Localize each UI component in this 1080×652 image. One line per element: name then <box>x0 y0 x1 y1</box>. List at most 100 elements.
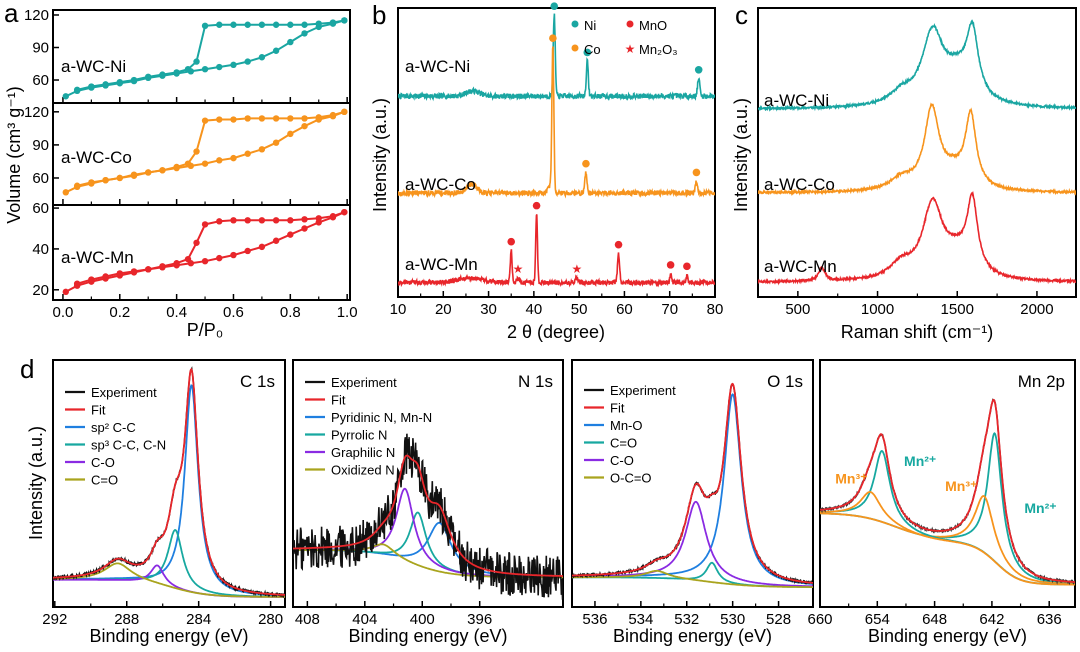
component-curve <box>53 562 285 598</box>
phase-marker-star-icon: ★ <box>513 262 524 276</box>
desorption-data-point <box>184 65 192 73</box>
phase-marker-circle-icon <box>507 237 516 246</box>
panel-d-x-tick-label: 288 <box>114 611 139 628</box>
panel-c-x-tick-label: 1500 <box>941 301 974 318</box>
panel-b: 10 20 30 40 50 60 70 80 a-WC-Ni a-WC-Co a-WC-Mn ★ ★ N… <box>390 2 723 318</box>
sample-label: a-WC-Co <box>405 175 476 194</box>
trace-a-WC-Co <box>398 46 715 199</box>
desorption-data-point <box>341 208 348 216</box>
x-axis-label: Binding energy (eV) <box>613 626 772 646</box>
phase-marker-circle-icon <box>683 262 691 271</box>
fit-curve <box>572 382 813 584</box>
desorption-data-point <box>329 19 337 26</box>
adsorption-data-point <box>272 237 280 244</box>
legend-label: Experiment <box>610 383 676 398</box>
desorption-data-point <box>173 260 180 267</box>
panel-b-x-tick-label: 70 <box>661 301 678 318</box>
phase-marker-circle-icon <box>666 261 675 269</box>
panel-a-x-axis-label: P/P₀ <box>187 320 223 340</box>
panel-a-y-tick-label: 60 <box>32 72 49 89</box>
desorption-data-point <box>88 179 95 186</box>
adsorption-data-point <box>230 154 237 162</box>
spectrum-title: N 1s <box>518 372 553 391</box>
panel-b-x-tick-label: 40 <box>526 301 543 318</box>
isotherm-a-WC-Ni <box>62 17 348 100</box>
component-curve <box>820 491 1075 586</box>
desorption-data-point <box>88 276 95 283</box>
legend-label: Ni <box>584 18 596 33</box>
x-axis-label: Binding energy (eV) <box>89 626 248 646</box>
panel-a-subplot: 60 90 120 a-WC-Ni <box>24 7 351 104</box>
panel-label-c: c <box>735 0 748 30</box>
spectrum-curves <box>820 398 1075 586</box>
adsorption-data-point <box>301 225 308 232</box>
desorption-data-point <box>116 270 123 277</box>
desorption-data-point <box>102 176 109 184</box>
panel-a-subplot: 0.0 0.2 0.4 0.6 0.8 1.0 20 40 60 a-WC-Mn <box>32 200 357 321</box>
desorption-data-point <box>159 71 166 78</box>
panel-b-y-axis-label: Intensity (a.u.) <box>370 98 390 212</box>
x-axis-label: Binding energy (eV) <box>348 626 507 646</box>
legend-label: C=O <box>610 436 637 451</box>
fit-curve <box>293 454 563 577</box>
adsorption-data-point <box>244 58 251 65</box>
adsorption-data-point <box>244 247 251 255</box>
adsorption-data-point <box>272 47 280 54</box>
adsorption-data-point <box>230 251 237 259</box>
desorption-data-point <box>184 160 192 167</box>
panel-c-x-tick-label: 1000 <box>861 301 894 318</box>
legend-label: C=O <box>91 473 118 488</box>
panel-d-x-tick-label: 284 <box>186 611 211 628</box>
desorption-data-point <box>301 115 308 122</box>
legend-label: O-C=O <box>610 471 652 486</box>
spectrum-curves <box>293 433 563 600</box>
panel-d-x-tick-label: 532 <box>674 611 699 628</box>
panel-d-x-tick-label: 528 <box>766 611 791 628</box>
spectrum-title: C 1s <box>240 372 275 391</box>
trace-a-WC-Co <box>758 102 1076 197</box>
phase-marker-circle-icon <box>549 34 557 43</box>
spectrum-title: O 1s <box>767 372 803 391</box>
legend-label: Oxidized N <box>331 463 395 478</box>
legend-label: Fit <box>91 403 106 418</box>
panel-label-b: b <box>372 0 386 30</box>
desorption-data-point <box>329 111 337 119</box>
legend-circle-icon <box>571 20 579 28</box>
adsorption-data-point <box>216 157 223 164</box>
panel-d-x-tick-label: 534 <box>628 611 653 628</box>
component-curve <box>572 500 813 588</box>
panel-a-x-tick-label: 0.0 <box>53 304 74 321</box>
panel-b-x-axis-label: 2 θ (degree) <box>507 322 605 342</box>
adsorption-data-point <box>301 30 308 37</box>
desorption-data-point <box>272 21 280 28</box>
desorption-data-point <box>193 239 200 246</box>
desorption-data-point <box>159 263 166 270</box>
adsorption-data-point <box>230 61 237 69</box>
phase-marker-star-icon: ★ <box>571 262 582 276</box>
desorption-data-point <box>244 21 251 28</box>
component-curve <box>572 569 813 588</box>
legend-label: Fit <box>331 393 346 408</box>
legend-label: Experiment <box>331 375 397 390</box>
desorption-data-point <box>287 21 294 28</box>
legend-label: Experiment <box>91 385 157 400</box>
adsorption-data-point <box>272 139 280 146</box>
desorption-data-point <box>184 255 192 263</box>
panel-a-y-tick-label: 40 <box>32 241 49 258</box>
adsorption-data-point <box>287 231 294 238</box>
adsorption-data-point <box>301 122 308 130</box>
panel-b-x-tick-label: 30 <box>480 301 497 318</box>
adsorption-data-point <box>258 146 266 153</box>
sample-label: a-WC-Ni <box>405 57 470 76</box>
legend-label: C-O <box>91 455 115 470</box>
panel-c-x-axis-label: Raman shift (cm⁻¹) <box>841 322 994 342</box>
desorption-data-point <box>173 69 180 76</box>
panel-c-x-tick-label: 2000 <box>1020 301 1053 318</box>
desorption-data-point <box>301 21 308 28</box>
panel-d-d-Mn2p-frame <box>819 359 1076 608</box>
panel-d-x-tick-label: 642 <box>979 611 1004 628</box>
panel-a-subplot-frame <box>52 204 351 301</box>
panel-d-x-tick-label: 404 <box>352 611 377 628</box>
panel-c: 500 1000 1500 2000 a-WC-Ni a-WC-Co a-WC-Mn <box>757 7 1077 318</box>
isotherm-a-WC-Mn <box>62 208 348 296</box>
